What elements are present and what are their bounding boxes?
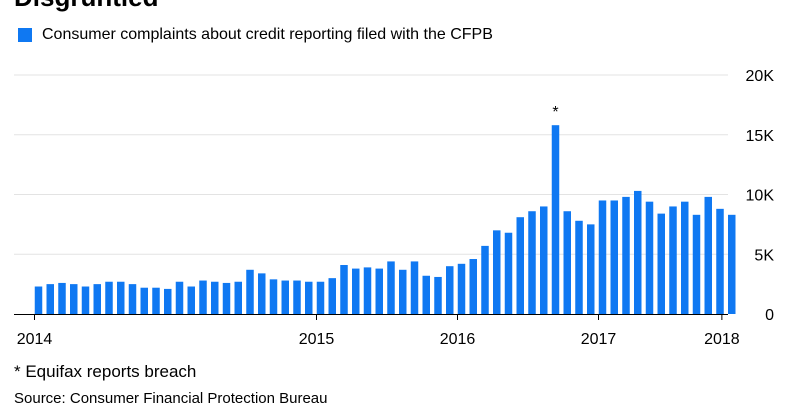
bar — [457, 263, 466, 314]
bar — [469, 259, 477, 314]
bar — [598, 200, 607, 314]
bar — [410, 261, 419, 314]
bar — [93, 284, 101, 314]
x-tick-label: 2017 — [581, 331, 617, 348]
bar — [234, 281, 242, 314]
y-tick-label: 20K — [746, 68, 775, 85]
bar — [316, 281, 325, 314]
bar — [669, 206, 677, 314]
bar — [58, 282, 66, 314]
bar — [352, 268, 360, 314]
bar — [305, 281, 313, 314]
bar — [716, 208, 724, 314]
bar — [211, 281, 219, 314]
bar — [34, 286, 43, 314]
bar — [70, 284, 78, 314]
bar — [199, 280, 207, 314]
footnote: * Equifax reports breach — [14, 362, 197, 381]
bar — [446, 266, 454, 314]
bar — [657, 213, 665, 314]
legend: Consumer complaints about credit reporti… — [18, 26, 493, 44]
y-tick-label: 10K — [746, 188, 775, 205]
bar — [281, 280, 289, 314]
bar — [128, 284, 137, 314]
bar — [540, 206, 548, 314]
x-tick-label: 2016 — [440, 331, 476, 348]
x-tick-label: 2018 — [704, 331, 740, 348]
y-tick-label: 0 — [765, 307, 774, 324]
bar — [117, 281, 125, 314]
bar — [175, 281, 184, 314]
bar — [269, 279, 278, 314]
bar — [222, 282, 231, 314]
bar — [587, 224, 595, 314]
bar — [575, 220, 583, 314]
bar — [399, 269, 407, 314]
bar — [681, 201, 689, 314]
bar — [81, 286, 90, 314]
bar — [293, 280, 301, 314]
y-tick-label: 15K — [746, 128, 775, 145]
bar — [340, 265, 348, 314]
source-note: Source: Consumer Financial Protection Bu… — [14, 390, 328, 407]
x-tick-label: 2015 — [299, 331, 335, 348]
bar — [434, 276, 442, 314]
bar — [692, 214, 701, 314]
bar — [258, 273, 266, 314]
legend-label: Consumer complaints about credit reporti… — [42, 26, 493, 43]
bar — [493, 230, 501, 314]
bar — [516, 217, 524, 314]
bar — [46, 284, 54, 314]
bar — [551, 125, 560, 314]
bar — [164, 288, 172, 314]
bar — [645, 201, 654, 314]
annotation-label: * — [552, 104, 558, 121]
y-tick-label: 5K — [754, 247, 774, 264]
bar — [105, 281, 113, 314]
bar — [634, 190, 642, 314]
bar — [528, 211, 536, 314]
chart-title: Disgruntled — [14, 0, 158, 10]
bar — [187, 286, 195, 314]
bar — [387, 261, 395, 314]
bar — [622, 196, 630, 314]
legend-swatch — [18, 28, 32, 42]
bar — [246, 269, 254, 314]
x-tick-label: 2014 — [17, 331, 53, 348]
bar — [140, 287, 148, 314]
bar — [422, 275, 430, 314]
bar — [328, 278, 336, 314]
bar — [704, 196, 712, 314]
bar — [563, 211, 571, 314]
bar — [375, 268, 383, 314]
bar — [481, 245, 489, 314]
bar — [610, 200, 618, 314]
bar — [363, 267, 372, 314]
bar — [728, 214, 736, 314]
bar — [504, 232, 513, 314]
bar — [152, 287, 160, 314]
